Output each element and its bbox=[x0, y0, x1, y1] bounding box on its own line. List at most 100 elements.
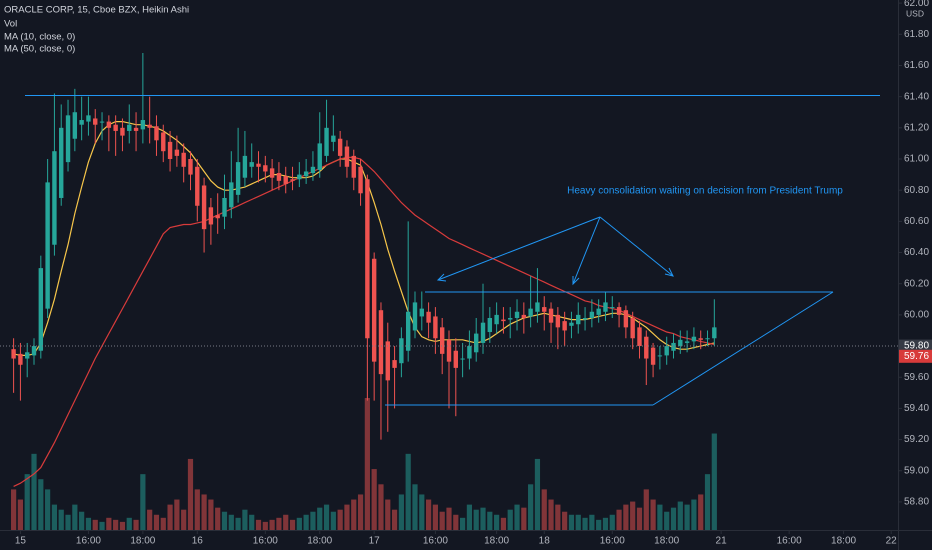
candle-body bbox=[371, 258, 377, 362]
volume-bar bbox=[45, 489, 51, 530]
candle-body bbox=[269, 168, 275, 178]
volume-bar bbox=[364, 398, 370, 530]
candle-body bbox=[698, 338, 703, 340]
candle-body bbox=[562, 321, 567, 331]
volume-bar bbox=[85, 517, 92, 530]
candle-body bbox=[610, 307, 615, 309]
arrow bbox=[599, 216, 674, 277]
candle-body bbox=[127, 124, 132, 131]
ma-price-box bbox=[899, 349, 932, 363]
candle-body bbox=[358, 166, 363, 194]
x-tick-label: 16:00 bbox=[600, 536, 625, 547]
candle-body bbox=[650, 347, 656, 365]
volume-bar bbox=[439, 511, 445, 530]
volume-bar bbox=[419, 494, 425, 530]
volume-bar bbox=[596, 519, 602, 530]
drawings bbox=[25, 95, 880, 406]
candle-body bbox=[188, 159, 193, 175]
volume-bar bbox=[500, 517, 507, 530]
candle-body bbox=[120, 127, 125, 136]
candle-body bbox=[65, 115, 71, 163]
x-tick-label: 16:00 bbox=[253, 536, 278, 547]
volume-bar bbox=[453, 514, 459, 530]
candle-body bbox=[392, 360, 397, 368]
volume-bar bbox=[555, 504, 561, 530]
volume-bar bbox=[235, 517, 241, 530]
candle-body bbox=[365, 179, 370, 339]
candle-body bbox=[671, 342, 676, 351]
y-tick-label: 61.20 bbox=[904, 122, 929, 133]
candle-body bbox=[576, 314, 581, 325]
candle-body bbox=[399, 338, 404, 364]
candle-body bbox=[276, 173, 282, 181]
arrow-head bbox=[436, 273, 447, 282]
volume-bar bbox=[255, 519, 262, 530]
volume-bar bbox=[670, 507, 677, 530]
chart-title: ORACLE CORP, 15, Cboe BZX, Heikin Ashi bbox=[4, 5, 189, 16]
volume-bar bbox=[99, 521, 105, 530]
volume-bar bbox=[398, 494, 404, 530]
volume-bar bbox=[201, 494, 207, 530]
volume-bar bbox=[215, 507, 221, 530]
candle-body bbox=[31, 346, 37, 356]
candle-body bbox=[460, 358, 465, 360]
candle-body bbox=[222, 197, 227, 217]
candle-body bbox=[494, 314, 499, 325]
candle-body bbox=[657, 355, 663, 357]
volume-bar bbox=[283, 514, 289, 530]
candle-body bbox=[412, 302, 418, 331]
candle-body bbox=[283, 176, 288, 184]
candle-body bbox=[426, 311, 431, 323]
candle-body bbox=[324, 127, 329, 156]
candle-body bbox=[256, 163, 261, 167]
candle-body bbox=[644, 336, 649, 359]
candle-body bbox=[72, 112, 78, 139]
volume-bar bbox=[113, 519, 119, 530]
candle-body bbox=[691, 336, 697, 342]
candle-body bbox=[263, 165, 268, 172]
volume-bar bbox=[323, 504, 330, 530]
candle-body bbox=[113, 124, 118, 131]
volume-bar bbox=[330, 511, 336, 530]
candle-body bbox=[521, 314, 527, 318]
candle-body bbox=[474, 333, 479, 353]
candle-body bbox=[59, 127, 64, 198]
candle-body bbox=[242, 155, 248, 178]
volume-bar bbox=[630, 501, 636, 530]
x-tick-label: 16 bbox=[192, 536, 204, 547]
volume-bar bbox=[494, 514, 500, 530]
candle-body bbox=[548, 308, 554, 323]
arrow bbox=[572, 216, 601, 285]
candle-body bbox=[569, 322, 574, 326]
x-tick-label: 22 bbox=[886, 536, 898, 547]
candle-body bbox=[99, 121, 105, 123]
volume-bar bbox=[187, 458, 194, 530]
candle-body bbox=[616, 307, 622, 315]
volume-bar bbox=[609, 514, 615, 530]
volume-bar bbox=[79, 511, 85, 530]
annotation: Heavy consolidation waiting on decision … bbox=[567, 186, 843, 197]
candle-body bbox=[508, 318, 513, 320]
candle-body bbox=[684, 341, 690, 343]
volume-bar bbox=[276, 517, 282, 530]
legend-entry: Vol bbox=[4, 19, 17, 30]
candle-body bbox=[480, 322, 486, 343]
candle-body bbox=[215, 215, 220, 219]
candle-body bbox=[664, 346, 669, 356]
y-tick-label: 61.60 bbox=[904, 60, 929, 71]
volume-bar bbox=[636, 507, 643, 530]
y-tick-label: 59.00 bbox=[904, 465, 929, 476]
candle-body bbox=[385, 341, 390, 381]
candle-body bbox=[195, 166, 200, 206]
candle-body bbox=[678, 339, 683, 347]
candle-body bbox=[310, 166, 316, 174]
y-tick-label: 62.00 bbox=[904, 0, 929, 9]
candle-body bbox=[501, 319, 506, 322]
volume-bar bbox=[521, 507, 527, 530]
candle-body bbox=[86, 115, 91, 122]
candle-body bbox=[93, 118, 98, 125]
volume-bar bbox=[337, 509, 343, 530]
y-tick-label: 59.60 bbox=[904, 372, 929, 383]
last-price-label: 59.80 bbox=[904, 341, 929, 352]
volume-bar bbox=[548, 499, 554, 530]
